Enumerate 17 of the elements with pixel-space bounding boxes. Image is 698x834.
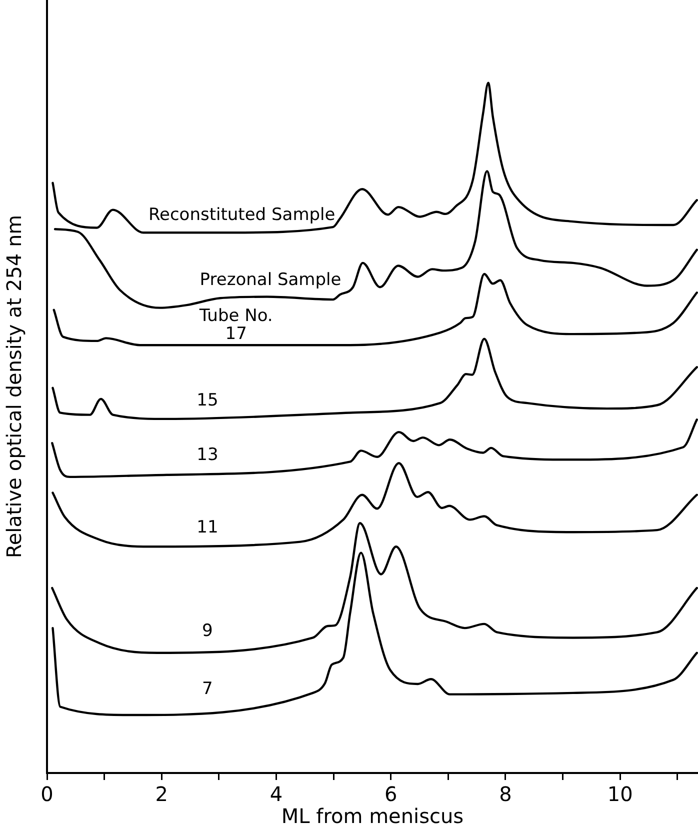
series-label: Prezonal Sample <box>200 270 342 290</box>
y-axis-title: Relative optical density at 254 nm <box>2 214 26 558</box>
x-tick-label: 10 <box>607 782 633 806</box>
x-tick-label: 4 <box>270 782 283 806</box>
series-label: 17 <box>225 324 247 344</box>
x-tick-label: 0 <box>40 782 54 806</box>
x-tick-label: 6 <box>384 782 398 806</box>
series-label: 11 <box>196 518 218 538</box>
x-tick-label: 2 <box>155 782 168 806</box>
series-label: 13 <box>196 444 218 465</box>
series-label: 15 <box>196 390 218 410</box>
annotation: Tube No. <box>198 306 273 326</box>
x-axis-title: ML from meniscus <box>281 804 464 828</box>
series-label: 9 <box>202 620 213 641</box>
series-label: Reconstituted Sample <box>148 205 336 226</box>
series-label: 7 <box>202 678 213 699</box>
x-tick-label: 8 <box>499 782 512 806</box>
